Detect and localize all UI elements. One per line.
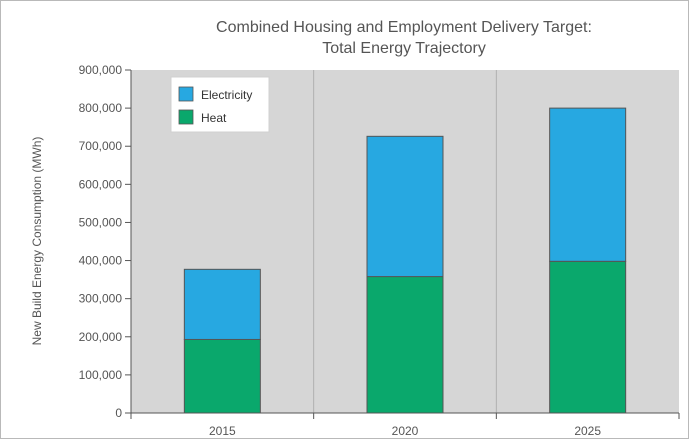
y-tick-label: 100,000 xyxy=(79,368,123,382)
chart-title-line-1: Combined Housing and Employment Delivery… xyxy=(216,19,592,36)
legend-swatch-heat xyxy=(178,109,194,125)
y-ticks: 0 100,000 200,000 300,000 400,000 500,000 600,… xyxy=(79,63,131,420)
bar-heat-2020 xyxy=(366,276,444,414)
y-tick-label: 600,000 xyxy=(79,177,123,191)
bar-electricity-2020 xyxy=(366,135,444,278)
x-tick-label: 2015 xyxy=(209,424,236,438)
bars xyxy=(183,107,627,414)
axes xyxy=(130,70,679,414)
bar-heat-2015 xyxy=(183,338,261,414)
y-tick-label: 900,000 xyxy=(79,63,123,77)
x-tick-label: 2020 xyxy=(392,424,419,438)
x-tick-label: 2025 xyxy=(574,424,601,438)
y-tick-label: 400,000 xyxy=(79,254,123,268)
y-tick-label: 0 xyxy=(115,406,122,420)
y-tick-label: 300,000 xyxy=(79,292,123,306)
y-tick-label: 500,000 xyxy=(79,215,123,229)
y-tick-label: 200,000 xyxy=(79,330,123,344)
legend-swatch-electricity xyxy=(178,86,194,102)
x-ticks: 2015 2020 2025 xyxy=(130,413,680,438)
gridlines xyxy=(313,70,497,413)
bar-electricity-2025 xyxy=(549,107,627,262)
y-axis-title: New Build Energy Consumption (MWh) xyxy=(30,137,44,346)
y-tick-label: 700,000 xyxy=(79,139,123,153)
chart-title-line-2: Total Energy Trajectory xyxy=(322,40,486,57)
bar-electricity-2015 xyxy=(183,268,261,340)
legend: Electricity Heat xyxy=(170,76,270,133)
bar-heat-2025 xyxy=(549,260,627,414)
legend-label-heat: Heat xyxy=(201,111,227,125)
legend-label-electricity: Electricity xyxy=(201,88,252,102)
y-tick-label: 800,000 xyxy=(79,101,123,115)
